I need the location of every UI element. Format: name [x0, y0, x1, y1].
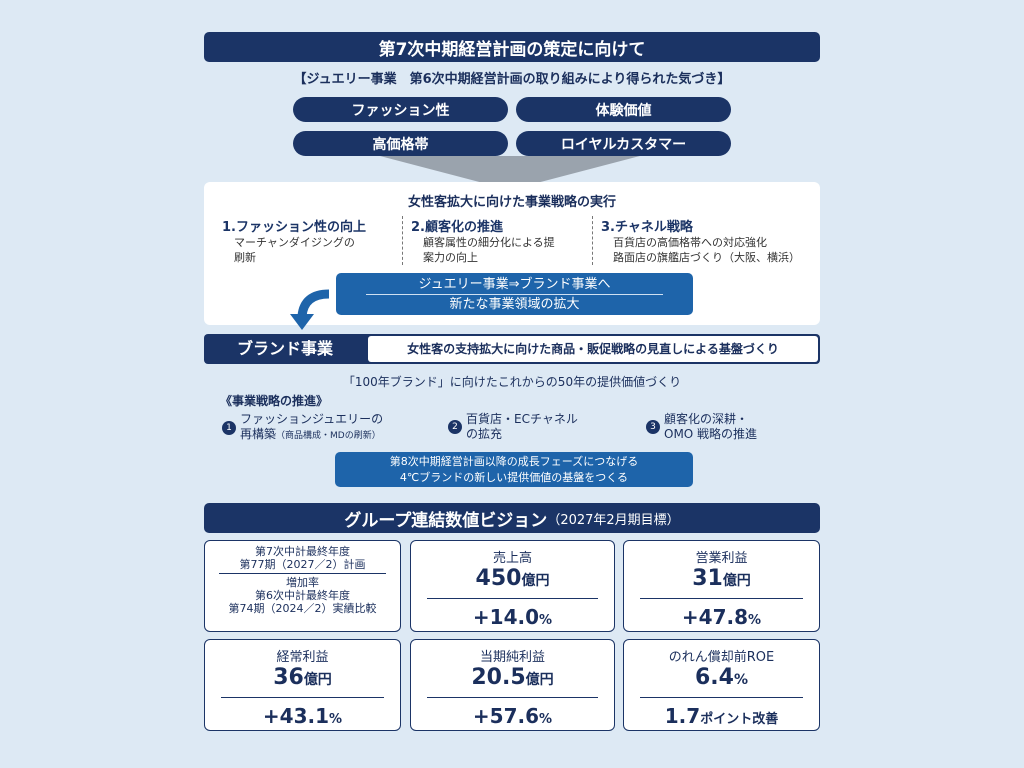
legend-line: 第74期（2024／2）実績比較: [228, 602, 377, 615]
column-line: 顧客属性の細分化による提: [423, 236, 555, 249]
metric-change: +43.1: [262, 704, 330, 728]
strategy-box: 女性客拡大に向けた事業戦略の実行 1.ファッション性の向上 マーチャンダイジングの…: [204, 182, 820, 325]
metric-change-unit: %: [329, 712, 343, 727]
metric-change-unit: ポイント改善: [700, 712, 779, 727]
metric-card: 当期純利益 20.5億円 +57.6%: [410, 639, 615, 731]
metric-change: +47.8: [681, 605, 749, 629]
column-line: 路面店の旗艦店づくり（大阪、横浜）: [613, 251, 800, 264]
legend-line: 第77期（2027／2）計画: [239, 558, 366, 571]
transition-line: 新たな事業領域の拡大: [366, 294, 663, 314]
brand-label: ブランド事業: [236, 339, 333, 358]
metric-unit: 億円: [521, 573, 550, 589]
column-line: 百貨店の高価格帯への対応強化: [613, 236, 767, 249]
metric-label: 経常利益: [276, 650, 329, 665]
brand-item: 3 顧客化の深耕・ OMO 戦略の推進: [646, 412, 757, 442]
legend-line: 第6次中計最終年度: [255, 589, 350, 602]
transition-box: ジュエリー事業⇒ブランド事業へ 新たな事業領域の拡大: [336, 273, 693, 315]
item-note: （商品構成・MDの刷新）: [276, 431, 381, 441]
metric-label: 売上高: [492, 551, 532, 566]
legend-line: 第7次中計最終年度: [255, 545, 350, 558]
metric-card: 売上高 450億円 +14.0%: [410, 540, 615, 632]
legend-line: 増加率: [286, 576, 319, 589]
promo-label: 《事業戦略の推進》: [220, 394, 329, 408]
brand-heading: 「100年ブランド」に向けたこれからの50年の提供価値づくり: [342, 375, 682, 389]
legend-card: 第7次中計最終年度 第77期（2027／2）計画 増加率 第6次中計最終年度 第74期…: [204, 540, 401, 632]
metric-value: 6.4: [694, 665, 734, 690]
metric-change: 1.7: [664, 704, 701, 728]
column-title: 3.チャネル戦略: [601, 220, 693, 235]
metric-change: +57.6: [472, 704, 540, 728]
metric-change-unit: %: [539, 712, 553, 727]
column-line: マーチャンダイジングの: [234, 236, 355, 249]
vision-title: グループ連結数値ビジョン （2027年2月期目標）: [204, 503, 820, 533]
number-badge-icon: 1: [222, 421, 236, 435]
funnel-arrow-icon: [380, 156, 640, 190]
page-title: 第7次中期経営計画の策定に向けて: [204, 32, 820, 62]
metric-label: 営業利益: [695, 551, 748, 566]
goal-line: 4℃ブランドの新しい提供価値の基盤をつくる: [399, 471, 629, 484]
insight-pill: 高価格帯: [293, 131, 508, 156]
item-line: の拡充: [466, 427, 503, 441]
item-line: 顧客化の深耕・: [664, 412, 749, 426]
metric-value: 36: [273, 665, 304, 690]
metric-value: 450: [475, 566, 522, 591]
metric-unit: %: [733, 672, 748, 688]
insight-pill: ロイヤルカスタマー: [516, 131, 731, 156]
insight-pill: 体験価値: [516, 97, 731, 122]
strategy-column: 1.ファッション性の向上 マーチャンダイジングの 刷新: [222, 216, 402, 265]
metric-change-unit: %: [539, 613, 553, 628]
brand-item: 2 百貨店・ECチャネル の拡充: [448, 412, 578, 442]
metric-value: 31: [692, 566, 723, 591]
metric-change-unit: %: [748, 613, 762, 628]
metric-card: 経常利益 36億円 +43.1%: [204, 639, 401, 731]
strategy-column: 3.チャネル戦略 百貨店の高価格帯への対応強化路面店の旗艦店づくり（大阪、横浜）: [592, 216, 812, 265]
column-title: 1.ファッション性の向上: [222, 220, 366, 235]
number-badge-icon: 3: [646, 420, 660, 434]
transition-line: ジュエリー事業⇒ブランド事業へ: [418, 277, 611, 292]
metric-change: +14.0: [472, 605, 540, 629]
strategy-heading: 女性客拡大に向けた事業戦略の実行: [407, 195, 616, 210]
item-line: 再構築: [240, 427, 277, 441]
item-line: OMO 戦略の推進: [664, 427, 758, 441]
brand-item: 1 ファッションジュエリーの 再構築（商品構成・MDの刷新）: [222, 412, 383, 444]
item-line: 百貨店・ECチャネル: [466, 412, 578, 426]
brand-desc: 女性客の支持拡大に向けた商品・販促戦略の見直しによる基盤づくり: [368, 336, 818, 362]
number-badge-icon: 2: [448, 420, 462, 434]
insight-pill: ファッション性: [293, 97, 508, 122]
column-line: 案力の向上: [423, 251, 478, 264]
metric-unit: 億円: [525, 672, 554, 688]
metric-label: 当期純利益: [479, 650, 545, 665]
brand-bar: ブランド事業 女性客の支持拡大に向けた商品・販促戦略の見直しによる基盤づくり: [204, 334, 820, 364]
metric-unit: 億円: [303, 672, 332, 688]
metric-value: 20.5: [471, 665, 526, 690]
subtitle: 【ジュエリー事業 第6次中期経営計画の取り組みにより得られた気づき】: [293, 72, 731, 87]
metric-label: のれん償却前ROE: [668, 650, 775, 665]
item-line: ファッションジュエリーの: [240, 412, 384, 426]
vision-title-note: （2027年2月期目標）: [547, 512, 680, 528]
column-line: 刷新: [234, 251, 256, 264]
metric-card: 営業利益 31億円 +47.8%: [623, 540, 820, 632]
goal-box: 第8次中期経営計画以降の成長フェーズにつなげる 4℃ブランドの新しい提供価値の基盤…: [335, 452, 693, 487]
metric-card: のれん償却前ROE 6.4% 1.7ポイント改善: [623, 639, 820, 731]
vision-title-text: グループ連結数値ビジョン: [344, 510, 548, 531]
metric-unit: 億円: [722, 573, 751, 589]
column-title: 2.顧客化の推進: [411, 220, 503, 235]
strategy-column: 2.顧客化の推進 顧客属性の細分化による提 案力の向上: [402, 216, 592, 265]
goal-line: 第8次中期経営計画以降の成長フェーズにつなげる: [389, 455, 639, 468]
curved-arrow-icon: [290, 289, 330, 330]
